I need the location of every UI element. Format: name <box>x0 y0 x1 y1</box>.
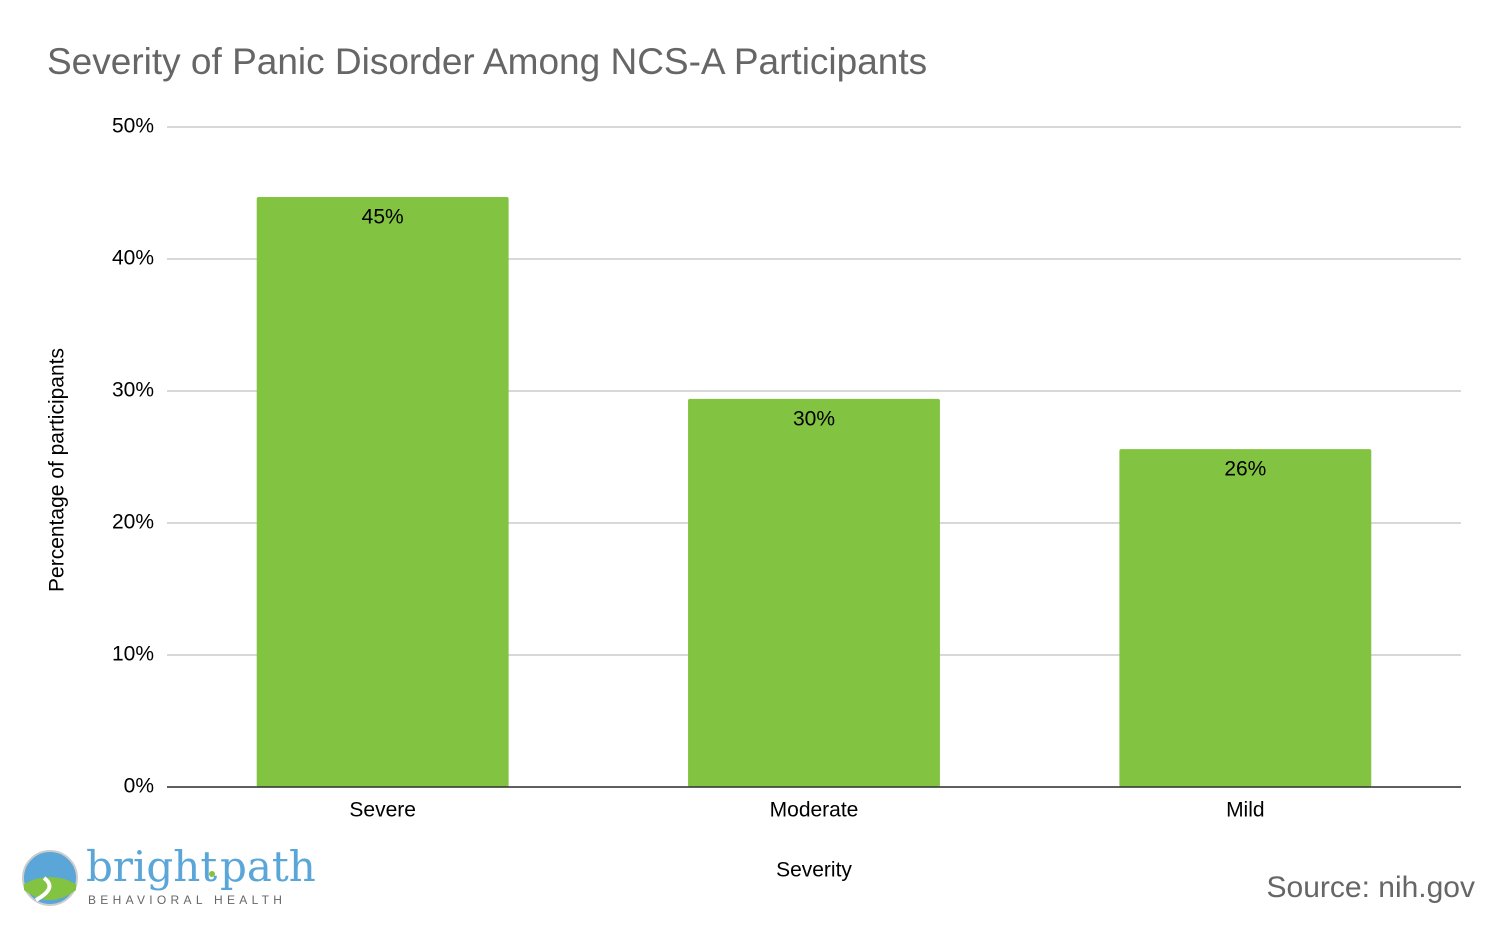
y-tick-label: 20% <box>112 511 154 534</box>
bar <box>688 398 940 787</box>
source: Source: nih.gov <box>1267 871 1475 904</box>
x-tick-label: Mild <box>1226 799 1265 822</box>
chart-title: Severity of Panic Disorder Among NCS-A P… <box>47 41 927 82</box>
bar <box>256 196 509 787</box>
x-tick-label: Moderate <box>770 799 859 822</box>
logo-tagline: BEHAVIORAL HEALTH <box>88 893 286 907</box>
data-label: 26% <box>1224 458 1266 481</box>
y-tick-label: 30% <box>112 379 154 402</box>
logo-path <box>35 876 52 902</box>
logo: bright path BEHAVIORAL HEALTH <box>22 842 316 907</box>
y-tick-label: 0% <box>124 775 154 798</box>
y-tick-label: 50% <box>112 115 154 138</box>
x-tick-label: Severe <box>349 799 416 822</box>
y-axis-label: Percentage of participants <box>46 348 69 592</box>
logo-word: bright <box>86 842 217 891</box>
bar <box>1119 449 1372 787</box>
y-tick-label: 40% <box>112 247 154 270</box>
y-tick-label: 10% <box>112 643 154 666</box>
logo-word: path <box>220 842 316 891</box>
x-axis-label: Severity <box>776 859 852 882</box>
data-label: 45% <box>362 206 404 229</box>
data-label: 30% <box>793 407 835 430</box>
logo-dot <box>209 871 215 877</box>
